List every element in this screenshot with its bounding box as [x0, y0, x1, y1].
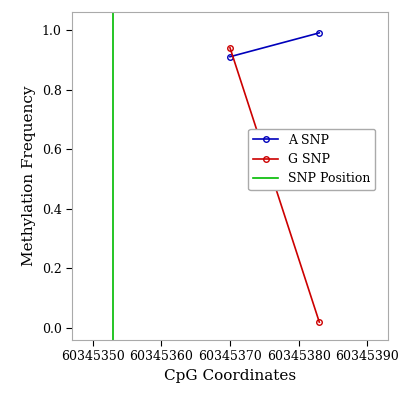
Y-axis label: Methylation Frequency: Methylation Frequency	[22, 86, 36, 266]
A SNP	[317, 30, 322, 35]
X-axis label: CpG Coordinates: CpG Coordinates	[164, 369, 296, 383]
Line: A SNP: A SNP	[227, 30, 322, 60]
Legend: A SNP, G SNP, SNP Position: A SNP, G SNP, SNP Position	[248, 129, 376, 190]
A SNP	[228, 54, 232, 59]
